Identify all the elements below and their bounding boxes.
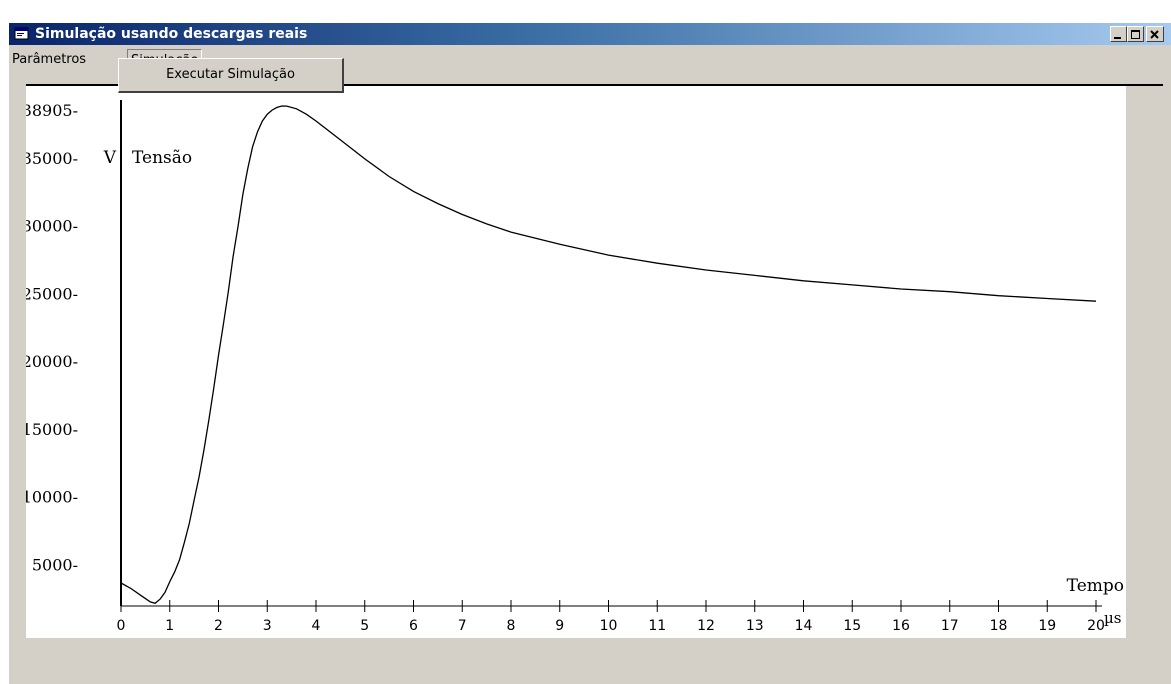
x-tick-label: 11: [648, 618, 666, 634]
x-tick-label: 9: [555, 618, 564, 634]
y-tick-label: 25000-: [26, 284, 78, 303]
x-tick-label: 18: [990, 618, 1008, 634]
x-tick-label: 3: [263, 618, 272, 634]
menu-item-executar-simulacao[interactable]: Executar Simulação: [166, 67, 295, 82]
title-bar[interactable]: Simulação usando descargas reais: [9, 23, 1171, 45]
x-tick-label: 1: [165, 618, 174, 634]
x-tick-label: 8: [507, 618, 516, 634]
series-line-tensao: [120, 105, 1097, 605]
x-tick-label: 15: [843, 618, 861, 634]
minimize-button[interactable]: [1110, 26, 1127, 42]
x-tick-label: 12: [697, 618, 715, 634]
y-axis-label: Tensão: [132, 148, 192, 168]
y-tick-label: 35000-: [26, 149, 78, 168]
y-axis-max-label: 38905-: [26, 101, 78, 120]
maximize-button[interactable]: [1127, 26, 1144, 42]
x-tick-label: 13: [746, 618, 764, 634]
x-tick-label: 4: [312, 618, 321, 634]
close-icon: [1150, 30, 1159, 39]
x-tick-label: 5: [360, 618, 369, 634]
x-axis-unit: µs: [1104, 609, 1121, 627]
y-axis-unit: V: [103, 148, 117, 168]
y-tick-label: 10000-: [26, 488, 78, 507]
menu-parametros[interactable]: Parâmetros: [12, 52, 87, 67]
x-tick-label: 10: [600, 618, 618, 634]
y-tick-label: 20000-: [26, 352, 78, 371]
close-button[interactable]: [1146, 26, 1164, 42]
x-tick-label: 0: [117, 618, 126, 634]
x-tick-label: 2: [214, 618, 223, 634]
chart-area: 35000- 30000- 25000- 20000- 15000- 10000- 5000…: [26, 86, 1126, 638]
y-tick-label: 15000-: [26, 420, 78, 439]
x-axis-label: Tempo: [1067, 576, 1124, 596]
x-tick-label: 14: [795, 618, 813, 634]
minimize-icon: [1114, 37, 1121, 39]
x-tick-label: 7: [458, 618, 467, 634]
x-tick-label: 16: [892, 618, 910, 634]
chart-top-border: [26, 84, 1163, 86]
simulacao-dropdown-menu: Executar Simulação: [118, 58, 344, 93]
x-tick-label: 17: [941, 618, 959, 634]
y-tick-label: 30000-: [26, 217, 78, 236]
x-tick-label: 19: [1038, 618, 1056, 634]
y-tick-label: 5000-: [32, 555, 78, 574]
x-tick-label: 20: [1087, 618, 1105, 634]
window-title: Simulação usando descargas reais: [35, 26, 308, 42]
voltage-chart: 35000- 30000- 25000- 20000- 15000- 10000- 5000…: [26, 100, 1124, 634]
maximize-icon: [1131, 30, 1140, 39]
x-tick-label: 6: [409, 618, 418, 634]
app-window-icon[interactable]: [14, 26, 30, 42]
